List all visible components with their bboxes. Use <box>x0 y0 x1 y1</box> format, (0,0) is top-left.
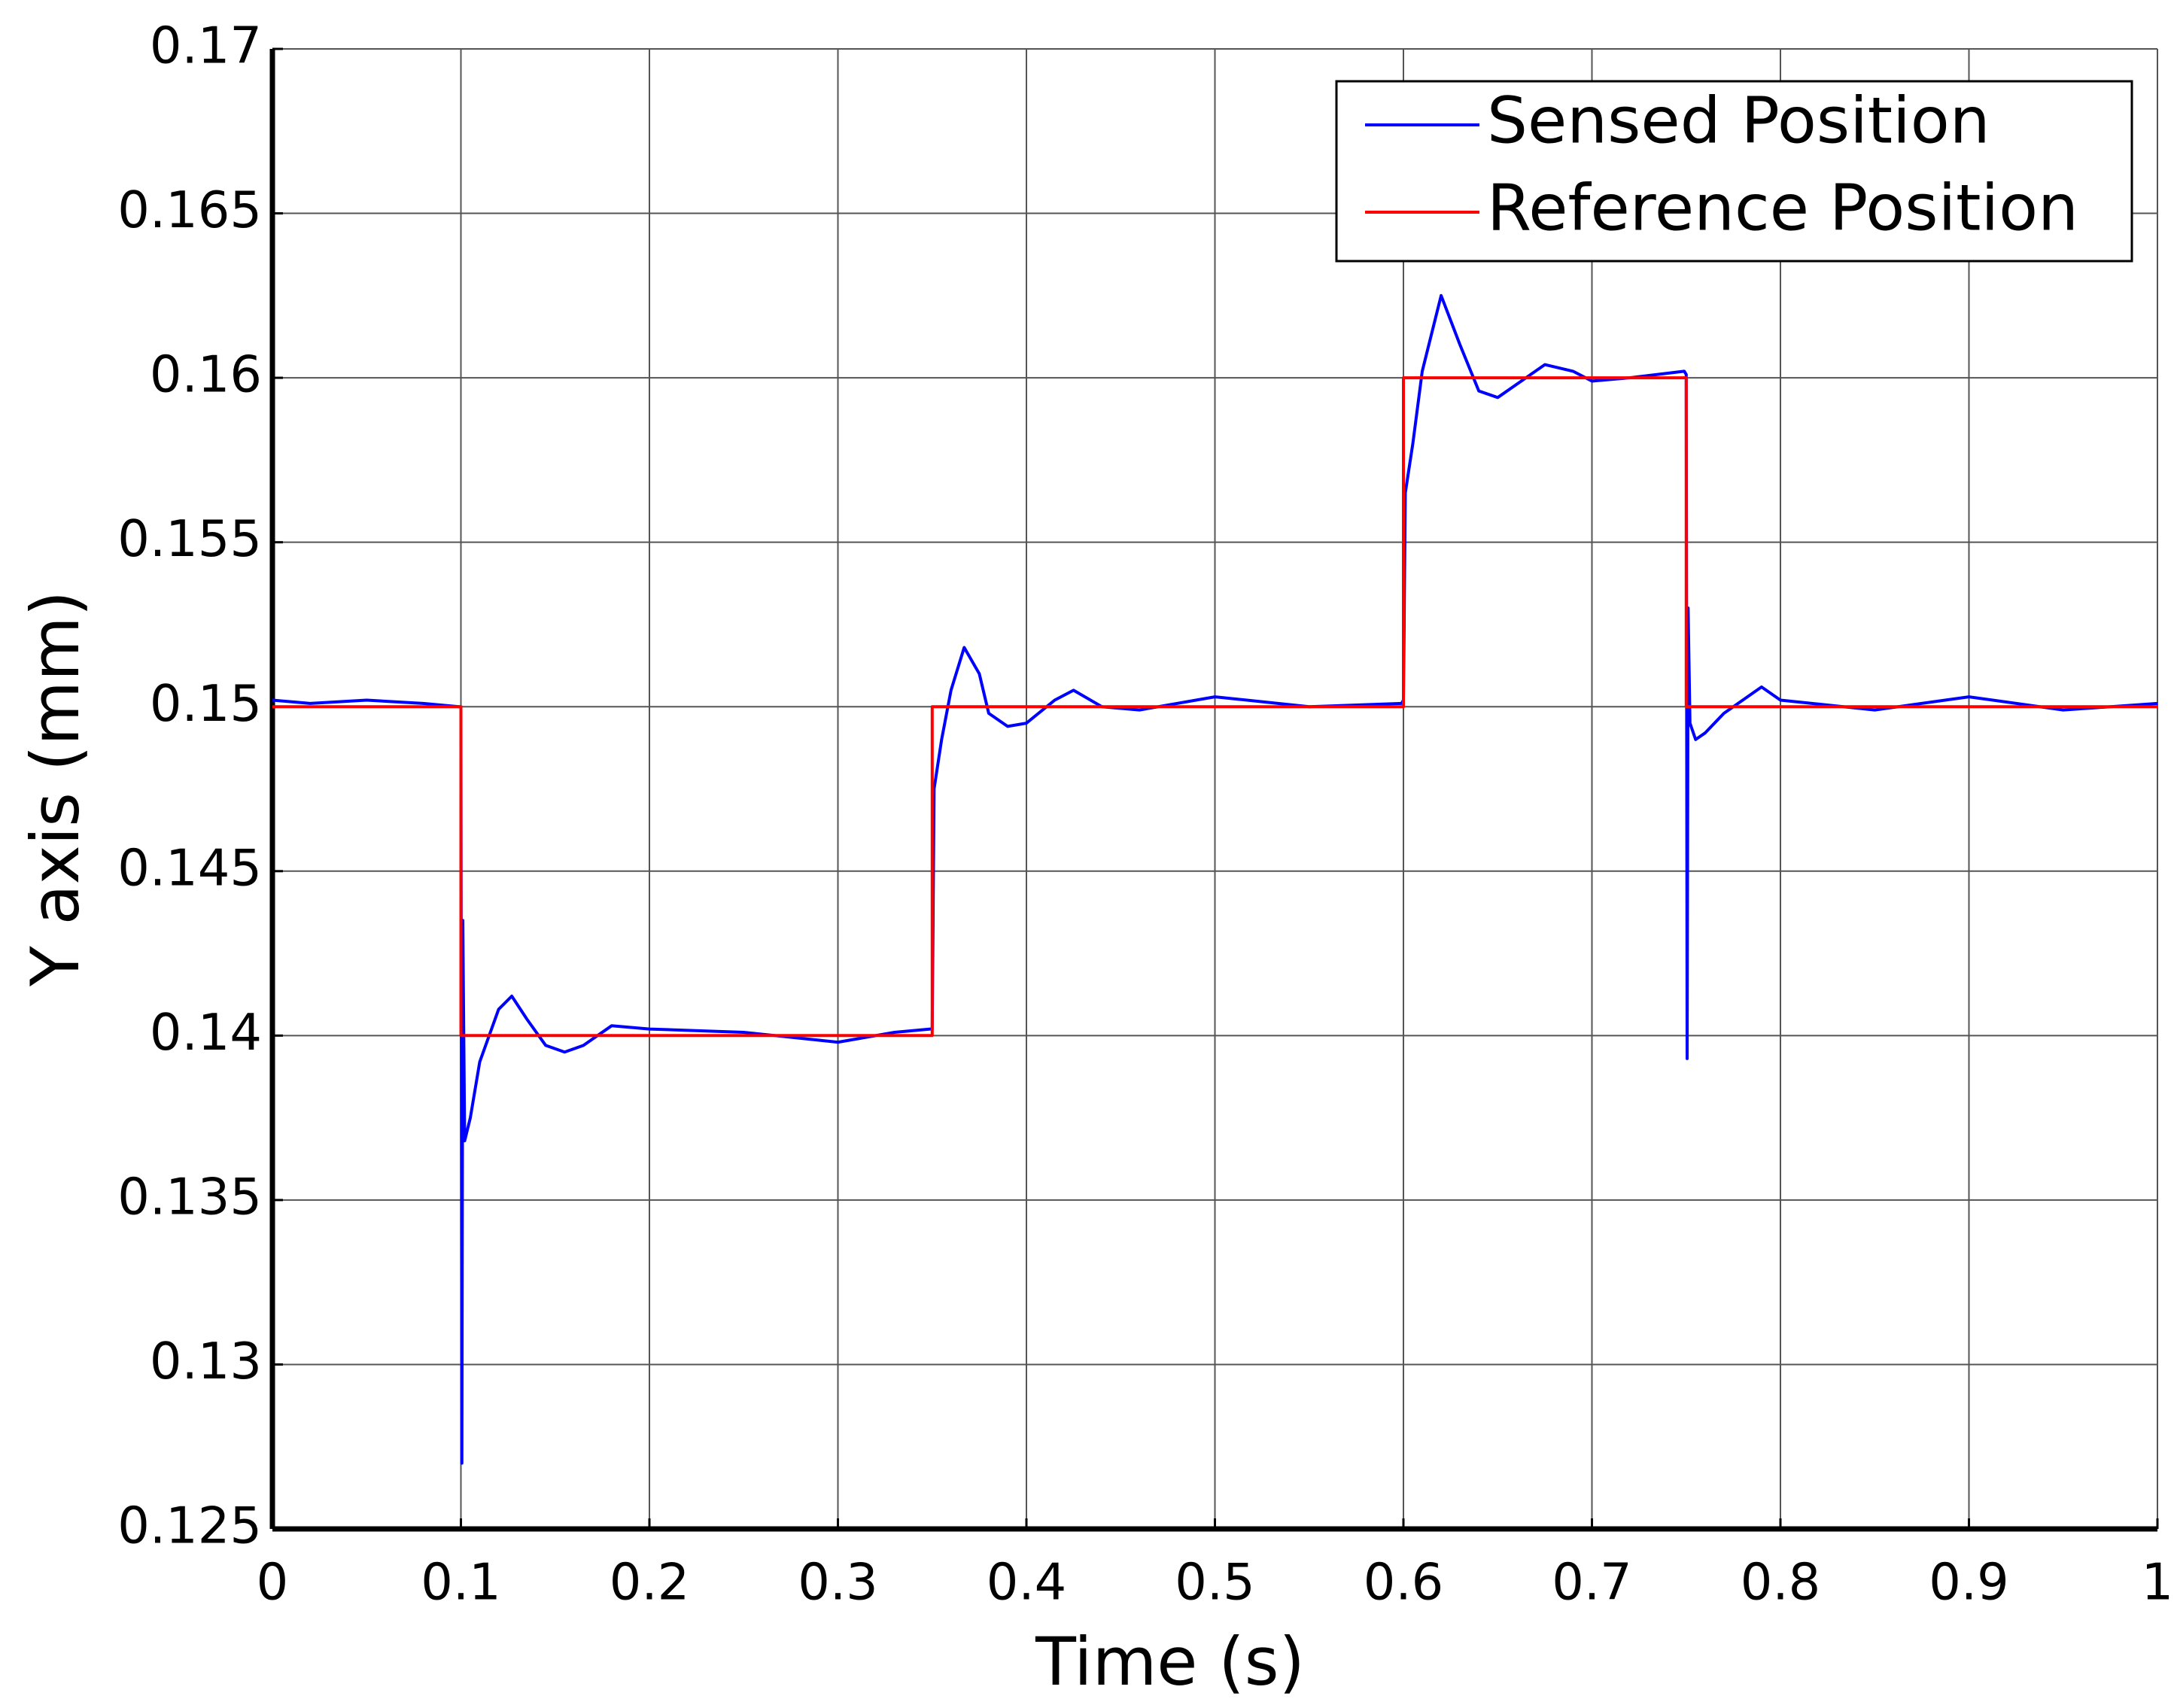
x-tick-label: 0.8 <box>1741 1553 1821 1612</box>
x-tick-label: 1 <box>2142 1553 2174 1612</box>
x-tick-label: 0.1 <box>421 1553 501 1612</box>
y-tick-label: 0.155 <box>117 509 262 568</box>
legend-box <box>1335 80 2133 263</box>
x-tick-label: 0.2 <box>610 1553 690 1612</box>
x-tick-label: 0.7 <box>1552 1553 1632 1612</box>
x-axis-label: Time (s) <box>1035 1623 1305 1700</box>
y-tick-label: 0.15 <box>150 674 262 733</box>
x-tick-label: 0.9 <box>1929 1553 2009 1612</box>
legend-label: Sensed Position <box>1487 84 1990 158</box>
y-axis-label: Y axis (mm) <box>17 591 94 987</box>
y-tick-label: 0.17 <box>150 17 262 75</box>
line-series <box>272 376 2157 1038</box>
y-tick-label: 0.145 <box>117 838 262 897</box>
y-tick-label: 0.135 <box>117 1167 262 1226</box>
x-tick-label: 0 <box>257 1553 289 1612</box>
x-tick-label: 0.3 <box>798 1553 878 1612</box>
x-tick-label: 0.6 <box>1364 1553 1444 1612</box>
y-tick-label: 0.13 <box>150 1332 262 1390</box>
y-tick-label: 0.16 <box>150 345 262 404</box>
legend-label: Reference Position <box>1487 171 2078 245</box>
y-tick-label: 0.14 <box>150 1003 262 1062</box>
y-tick-label: 0.165 <box>117 181 262 239</box>
line-series <box>272 293 2158 1465</box>
x-tick-label: 0.4 <box>987 1553 1067 1612</box>
x-tick-label: 0.5 <box>1175 1553 1255 1612</box>
y-tick-label: 0.125 <box>117 1497 262 1555</box>
